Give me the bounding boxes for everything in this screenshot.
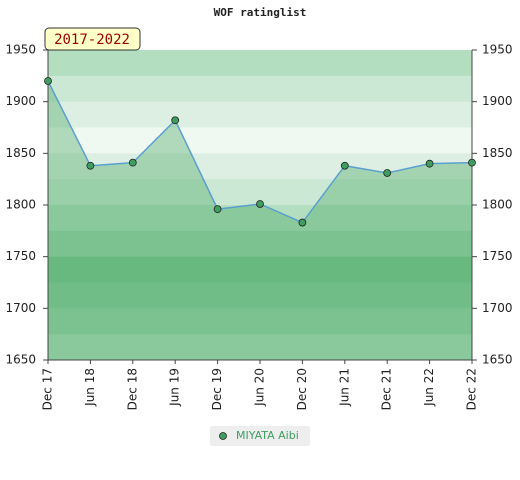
marker: [468, 158, 476, 167]
marker: [340, 161, 349, 170]
y-tick-label: 1800: [5, 198, 36, 212]
marker: [256, 200, 264, 208]
y-tick-label: 1700: [5, 301, 36, 315]
marker: [213, 205, 222, 214]
marker: [128, 158, 137, 167]
y2-tick-label: 1800: [482, 198, 513, 212]
period-label: 2017-2022: [54, 32, 130, 48]
y-tick-label: 1950: [5, 43, 36, 57]
x-tick-label: Dec 18: [125, 368, 139, 410]
y2-tick-label: 1650: [482, 353, 513, 367]
y2-tick-label: 1850: [482, 146, 513, 160]
background-band: [48, 153, 472, 180]
x-tick-label: Dec 21: [380, 368, 394, 410]
background-band: [48, 334, 472, 361]
background-band: [48, 230, 472, 258]
background-band: [48, 205, 472, 232]
x-tick-label: Jun 19: [168, 368, 182, 407]
background-band: [48, 127, 472, 154]
y-tick-label: 1750: [5, 249, 36, 263]
background-band: [48, 50, 472, 77]
x-tick-label: Jun 22: [422, 368, 436, 407]
y2-tick-label: 1900: [482, 94, 513, 108]
area: [48, 81, 472, 360]
marker: [171, 116, 180, 125]
background-band: [48, 282, 472, 309]
chart-title: WOF ratinglist: [214, 6, 307, 19]
background-band: [48, 75, 472, 103]
plot-area: 1650 1650 1700 1700 1750 1750 1800 1800 1850 1850…: [5, 43, 512, 411]
legend-label: MIYATA Aibi: [236, 429, 299, 442]
marker: [425, 159, 434, 168]
x-tick-label: Dec 17: [41, 368, 55, 410]
x-tick-label: Dec 20: [295, 368, 309, 410]
marker: [86, 161, 95, 170]
background-band: [48, 308, 472, 335]
x-tick-label: Dec 19: [210, 368, 224, 410]
y2-tick-label: 1950: [482, 43, 513, 57]
x-tick-label: Jun 18: [83, 368, 97, 407]
x-tick-label: Dec 22: [465, 368, 479, 410]
y2-tick-label: 1700: [482, 301, 513, 315]
y-tick-label: 1650: [5, 353, 36, 367]
y2-tick-label: 1750: [482, 249, 513, 263]
legend-box: [210, 426, 310, 446]
x-tick-label: Jun 21: [337, 368, 351, 407]
period-box: [44, 27, 141, 51]
y-tick-label: 1900: [5, 94, 36, 108]
marker: [298, 218, 307, 227]
background-band: [48, 256, 472, 283]
background-band: [48, 101, 472, 128]
marker: [44, 77, 52, 85]
x-tick-label: Jun 20: [253, 368, 267, 407]
legend-marker: [219, 432, 227, 440]
y-tick-label: 1850: [5, 146, 36, 160]
marker: [383, 169, 392, 177]
